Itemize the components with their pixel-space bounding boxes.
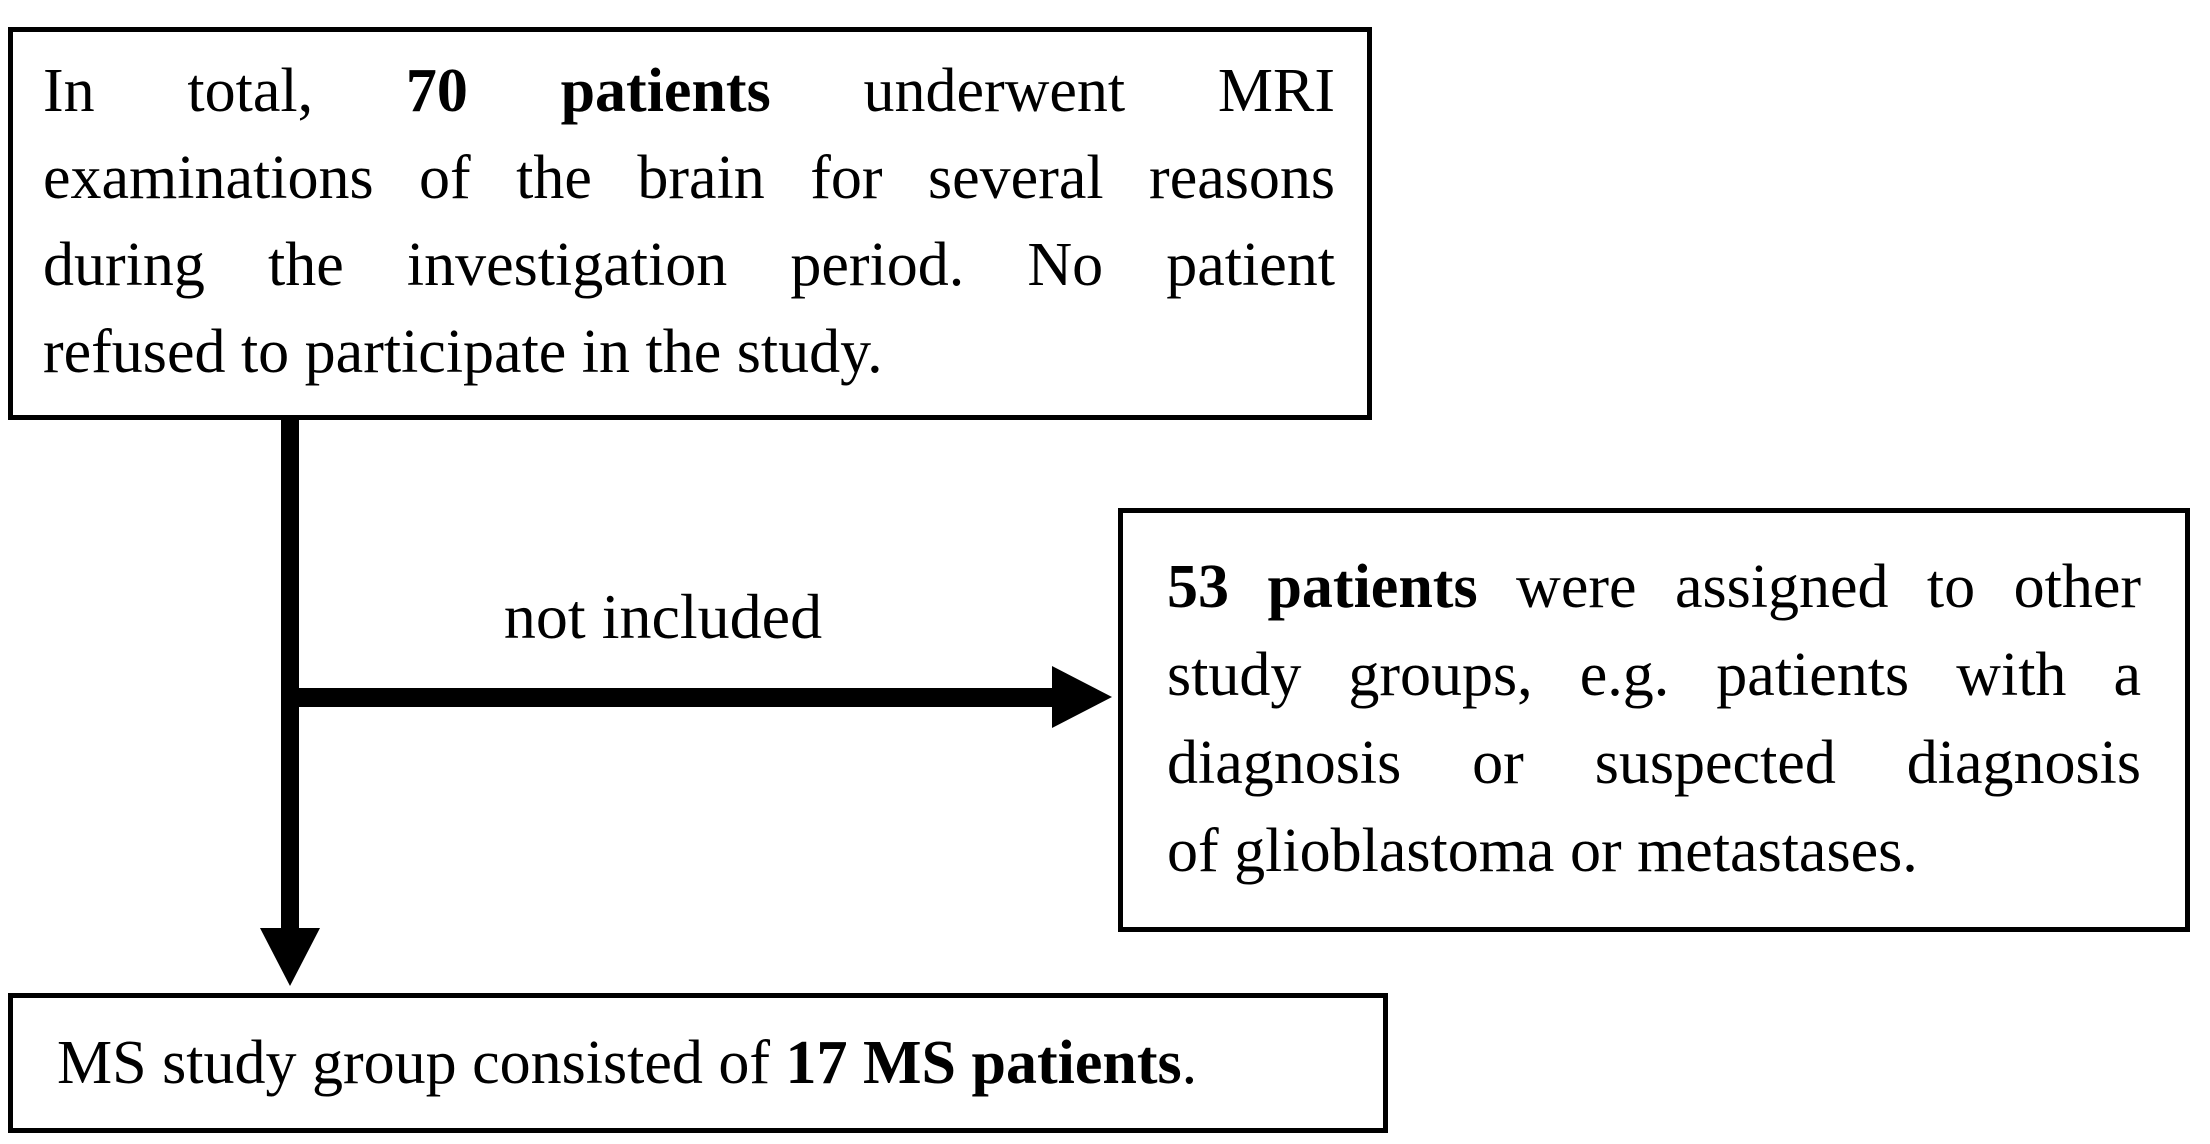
text-segment-bold: 70 patients <box>405 57 771 125</box>
text-segment: during the investigation period. No pati… <box>43 231 1335 299</box>
text-line: In total, 70 patients underwent MRI <box>43 48 1335 135</box>
text-line: examinations of the brain for several re… <box>43 135 1335 222</box>
arrow-label-not-included: not included <box>503 581 823 652</box>
text-segment: . <box>1181 1029 1198 1097</box>
arrow-right-shaft <box>290 688 1054 707</box>
text-segment: MS study group consisted of <box>57 1029 786 1097</box>
text-line: of glioblastoma or metastases. <box>1167 807 2141 895</box>
text-segment: of glioblastoma or metastases. <box>1167 817 1918 885</box>
text-segment: refused to participate in the study. <box>43 318 883 386</box>
text-segment-bold: 53 patients <box>1167 553 1478 621</box>
text-line: diagnosis or suspected diagnosis <box>1167 719 2141 807</box>
arrow-down-head-icon <box>260 928 320 986</box>
text-segment: In total, <box>43 57 406 125</box>
text-segment: were assigned to other <box>1477 553 2141 621</box>
text-line: 53 patients were assigned to other <box>1167 543 2141 631</box>
box-ms-study-group: MS study group consisted of 17 MS patien… <box>8 993 1388 1133</box>
arrow-right-head-icon <box>1052 666 1112 728</box>
text-segment: study groups, e.g. patients with a <box>1167 641 2141 709</box>
text-line: study groups, e.g. patients with a <box>1167 631 2141 719</box>
arrow-down-shaft <box>281 417 299 930</box>
text-line: during the investigation period. No pati… <box>43 222 1335 309</box>
text-line: MS study group consisted of 17 MS patien… <box>57 1028 1197 1098</box>
text-segment: diagnosis or suspected diagnosis <box>1167 729 2141 797</box>
box-excluded-patients: 53 patients were assigned to other study … <box>1118 508 2190 932</box>
text-segment-bold: 17 MS patients <box>785 1029 1182 1097</box>
box-total-patients: In total, 70 patients underwent MRI exami… <box>8 27 1372 420</box>
text-segment: underwent MRI <box>770 57 1335 125</box>
text-segment: examinations of the brain for several re… <box>43 144 1335 212</box>
text-line: refused to participate in the study. <box>43 309 1335 396</box>
